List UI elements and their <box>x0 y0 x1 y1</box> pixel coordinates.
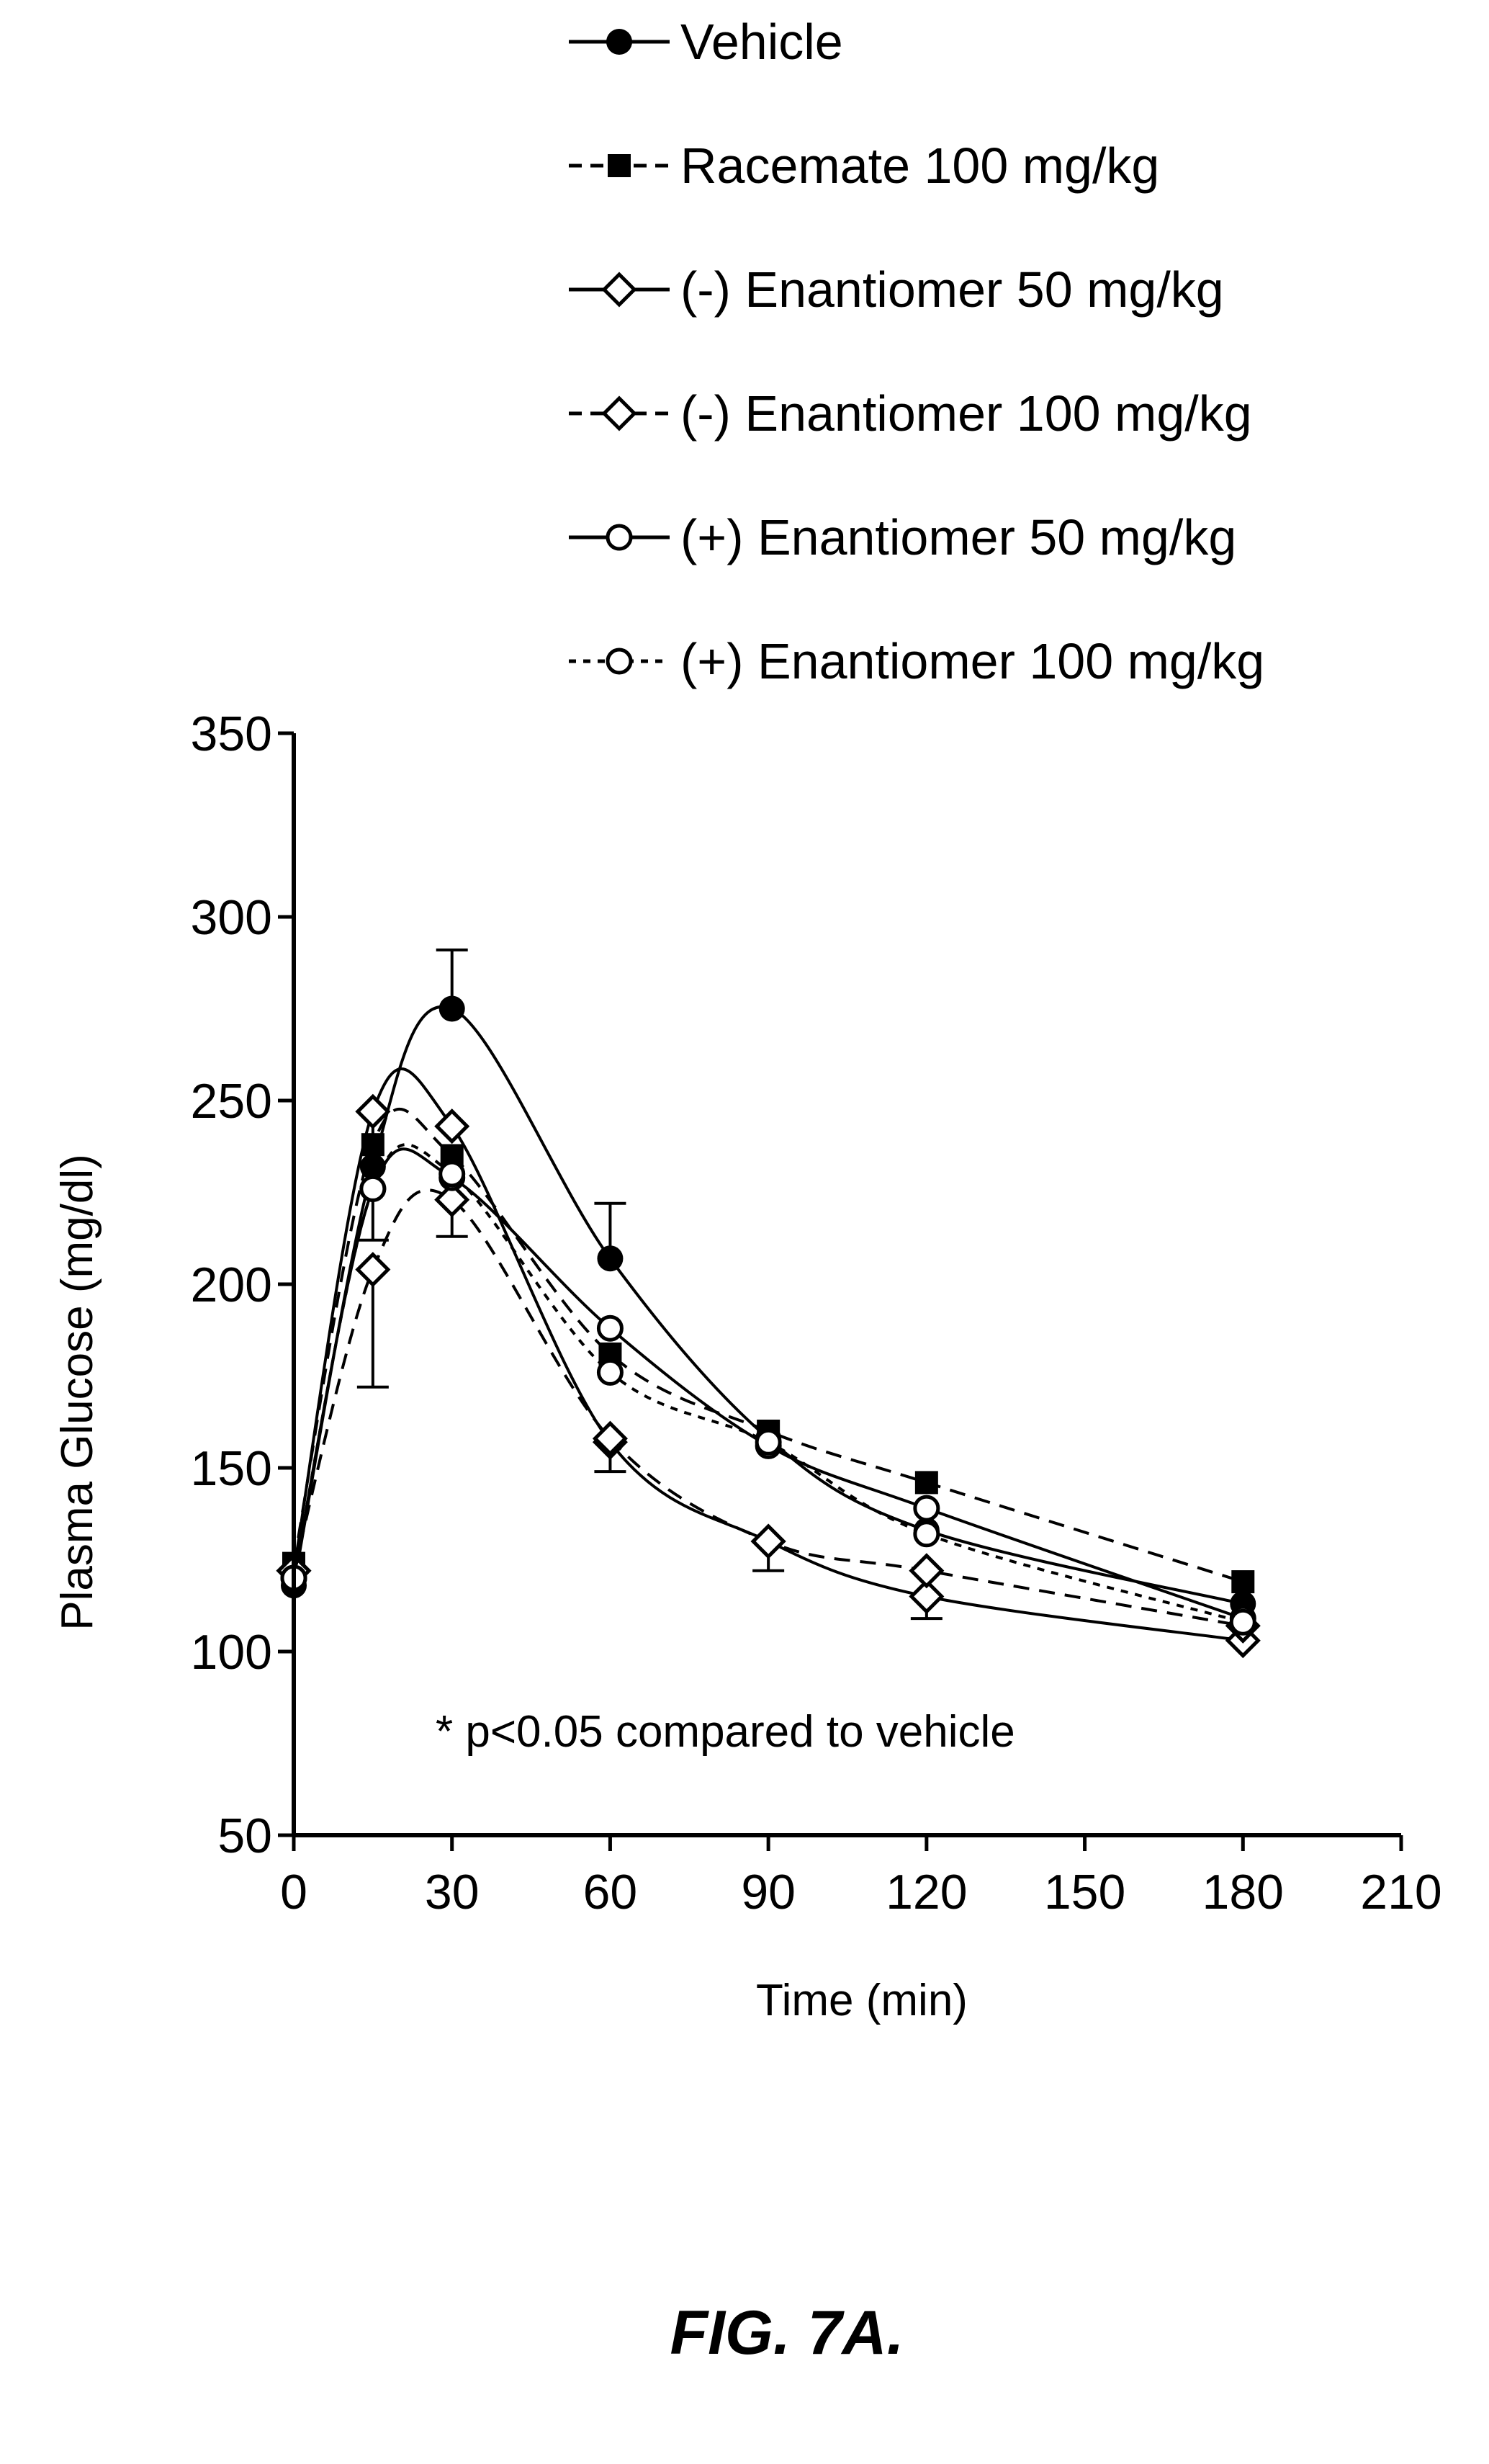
legend-label: (-) Enantiomer 50 mg/kg <box>680 261 1224 318</box>
data-point <box>361 1177 384 1200</box>
data-point <box>437 1111 467 1142</box>
legend-entry-3: (-) Enantiomer 50 mg/kg <box>569 261 1224 318</box>
data-point <box>598 1361 621 1384</box>
x-tick-label: 150 <box>1044 1865 1125 1919</box>
series-line <box>294 1109 1243 1582</box>
legend-entry-4: (-) Enantiomer 100 mg/kg <box>569 385 1252 442</box>
x-tick-label: 180 <box>1202 1865 1284 1919</box>
y-tick-label: 300 <box>191 890 272 945</box>
y-tick-label: 100 <box>191 1625 272 1680</box>
y-tick-label: 250 <box>191 1074 272 1129</box>
y-tick-label: 150 <box>191 1441 272 1496</box>
data-point <box>598 1317 621 1340</box>
x-tick-label: 60 <box>583 1865 638 1919</box>
data-point <box>753 1526 783 1556</box>
legend-entry-6: (+) Enantiomer 100 mg/kg <box>569 633 1264 689</box>
series-2 <box>282 1109 1254 1593</box>
data-point <box>915 1471 938 1494</box>
series-line <box>294 1007 1243 1604</box>
data-point <box>1231 1610 1254 1634</box>
figure-caption: FIG. 7A. <box>670 2298 904 2367</box>
chart-legend: Vehicle Racemate 100 mg/kg (-) Enantiomer … <box>569 14 1264 689</box>
legend-label: (+) Enantiomer 100 mg/kg <box>680 633 1264 689</box>
x-tick-label: 0 <box>280 1865 307 1919</box>
data-point <box>1231 1570 1254 1593</box>
legend-entry-1: Vehicle <box>569 14 843 70</box>
legend-entry-2: Racemate 100 mg/kg <box>569 138 1159 194</box>
legend-marker <box>608 650 631 673</box>
data-point <box>441 1162 464 1186</box>
legend-label: (+) Enantiomer 50 mg/kg <box>680 509 1236 565</box>
y-axis-label: Plasma Glucose (mg/dl) <box>53 1154 102 1631</box>
x-tick-label: 120 <box>886 1865 967 1919</box>
legend-marker <box>604 274 634 305</box>
series-1 <box>281 950 1256 1617</box>
data-point <box>912 1556 942 1586</box>
legend-entry-5: (+) Enantiomer 50 mg/kg <box>569 509 1236 565</box>
legend-marker <box>606 29 632 55</box>
legend-label: Racemate 100 mg/kg <box>680 138 1159 194</box>
legend-marker <box>604 398 634 429</box>
data-point <box>915 1497 938 1520</box>
legend-label: Vehicle <box>680 14 843 70</box>
y-tick-label: 200 <box>191 1258 272 1312</box>
data-point <box>358 1255 388 1285</box>
significance-note: * p<0.05 compared to vehicle <box>436 1707 1015 1757</box>
series-3 <box>279 1069 1258 1656</box>
y-tick-label: 50 <box>217 1809 272 1863</box>
legend-label: (-) Enantiomer 100 mg/kg <box>680 385 1252 442</box>
x-tick-label: 90 <box>741 1865 796 1919</box>
data-point <box>915 1523 938 1546</box>
legend-marker <box>608 526 631 549</box>
data-point <box>439 996 465 1022</box>
x-tick-label: 30 <box>425 1865 480 1919</box>
legend-marker <box>608 154 631 177</box>
data-point <box>757 1430 780 1453</box>
data-point <box>597 1245 623 1271</box>
x-axis-label: Time (min) <box>756 1976 968 2025</box>
x-tick-label: 210 <box>1360 1865 1441 1919</box>
series-layer <box>279 950 1258 1656</box>
y-tick-label: 350 <box>191 707 272 761</box>
